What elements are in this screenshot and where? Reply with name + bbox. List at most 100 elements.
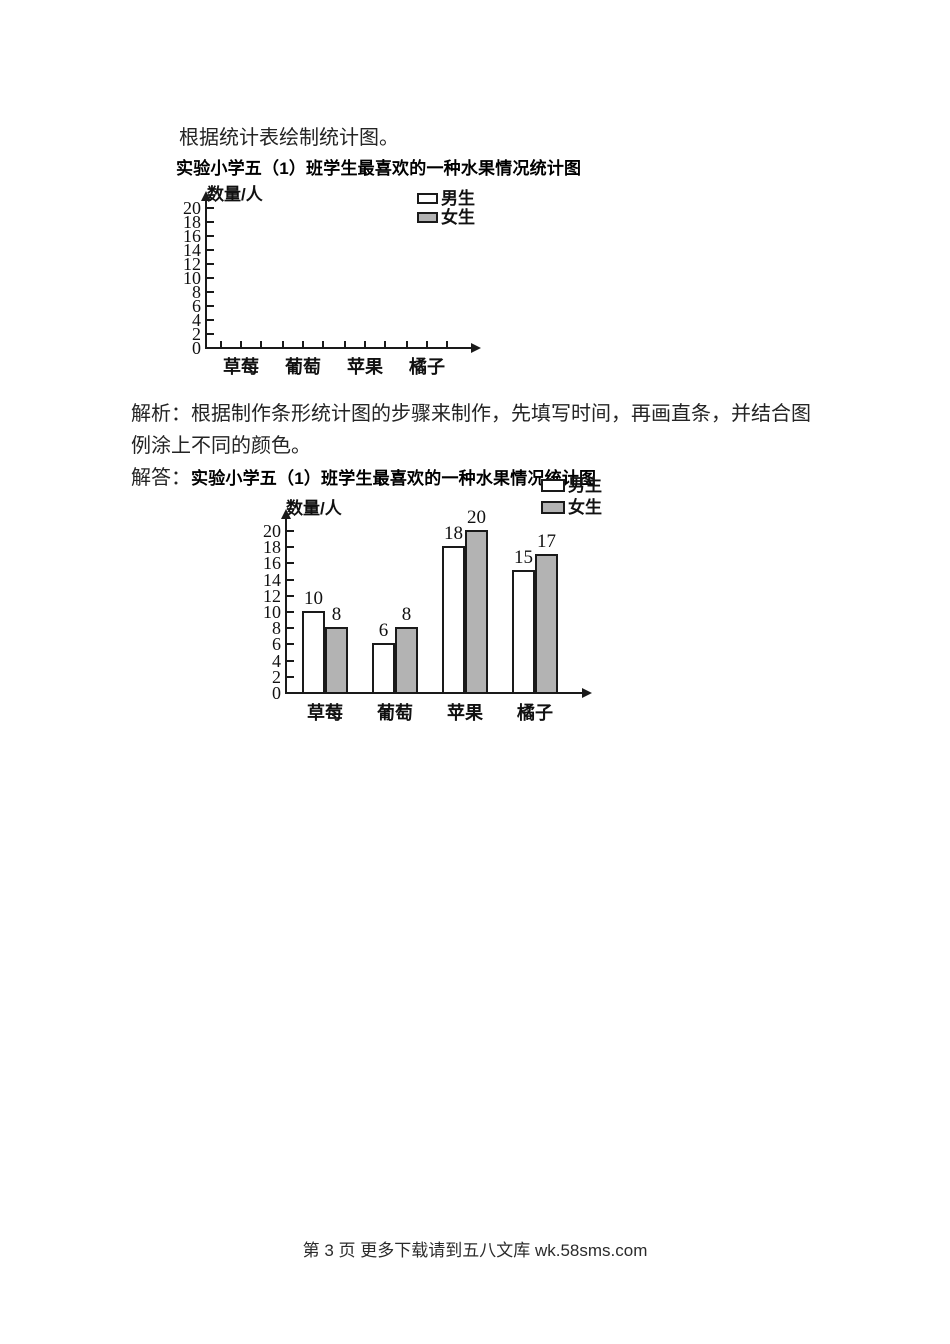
bar-male bbox=[302, 611, 325, 694]
category-label: 苹果 bbox=[347, 357, 383, 377]
y-tick-label: 20 bbox=[183, 198, 201, 218]
y-tick bbox=[207, 249, 214, 251]
answer-line: 解答：实验小学五（1）班学生最喜欢的一种水果情况统计图 bbox=[131, 461, 596, 490]
x-axis bbox=[285, 692, 584, 694]
instruction-text: 根据统计表绘制统计图。 bbox=[179, 127, 399, 149]
y-tick bbox=[287, 562, 294, 564]
x-tick bbox=[446, 341, 448, 347]
y-tick-label: 18 bbox=[263, 537, 281, 557]
y-tick-label: 16 bbox=[263, 553, 281, 573]
y-tick bbox=[287, 595, 294, 597]
bar-value-label: 10 bbox=[304, 588, 323, 609]
y-tick-label: 20 bbox=[263, 521, 281, 541]
female-swatch-icon bbox=[541, 501, 565, 514]
y-tick bbox=[207, 333, 214, 335]
category-label: 草莓 bbox=[223, 357, 259, 377]
filled-bar-chart: 数量/人 0 2 4 6 8 10 12 14 16 18 20 草莓 葡萄 苹果 橘子 10 6 18 15 8 8 20… bbox=[255, 470, 635, 735]
x-tick bbox=[240, 341, 242, 347]
x-tick bbox=[322, 341, 324, 347]
x-tick bbox=[282, 341, 284, 347]
chart1-title: 实验小学五（1）班学生最喜欢的一种水果情况统计图 bbox=[176, 159, 582, 178]
bar-female bbox=[535, 554, 558, 694]
y-axis bbox=[285, 518, 287, 694]
y-tick-label: 18 bbox=[183, 212, 201, 232]
y-tick bbox=[207, 347, 214, 349]
y-tick bbox=[287, 627, 294, 629]
y-tick-label: 2 bbox=[272, 667, 281, 687]
answer-label: 解答： bbox=[131, 467, 191, 489]
x-tick bbox=[406, 341, 408, 347]
chart-legend: 男生 女生 bbox=[417, 190, 475, 228]
x-tick bbox=[260, 341, 262, 347]
y-tick-label: 6 bbox=[192, 296, 201, 316]
category-label: 橘子 bbox=[517, 703, 553, 723]
category-label: 葡萄 bbox=[377, 703, 413, 723]
y-axis bbox=[205, 200, 207, 349]
y-tick bbox=[207, 235, 214, 237]
y-tick bbox=[207, 319, 214, 321]
y-tick-label: 12 bbox=[263, 586, 281, 606]
y-tick-label: 10 bbox=[183, 268, 201, 288]
y-tick-label: 4 bbox=[192, 310, 201, 330]
bar-value-label: 20 bbox=[467, 507, 486, 528]
legend-label: 女生 bbox=[568, 498, 602, 517]
bar-female bbox=[395, 627, 418, 694]
x-tick bbox=[220, 341, 222, 347]
bar-male bbox=[512, 570, 535, 694]
page-footer: 第 3 页 更多下载请到五八文库 wk.58sms.com bbox=[302, 1241, 648, 1260]
chart2-title: 实验小学五（1）班学生最喜欢的一种水果情况统计图 bbox=[191, 469, 597, 488]
legend-row-female: 女生 bbox=[417, 209, 475, 226]
y-tick bbox=[207, 221, 214, 223]
y-tick bbox=[287, 546, 294, 548]
bar-male bbox=[442, 546, 465, 694]
male-swatch-icon bbox=[417, 193, 438, 204]
bar-value-label: 8 bbox=[401, 604, 412, 625]
y-tick bbox=[207, 263, 214, 265]
y-tick-label: 8 bbox=[192, 282, 201, 302]
y-tick bbox=[207, 305, 214, 307]
bar-value-label: 15 bbox=[514, 547, 533, 568]
y-tick-label: 12 bbox=[183, 254, 201, 274]
bar-female bbox=[465, 530, 488, 694]
x-tick bbox=[364, 341, 366, 347]
y-tick bbox=[207, 207, 214, 209]
y-tick bbox=[287, 530, 294, 532]
x-tick bbox=[384, 341, 386, 347]
x-axis bbox=[205, 347, 473, 349]
y-tick bbox=[287, 692, 294, 694]
legend-label: 男生 bbox=[441, 189, 475, 208]
category-label: 苹果 bbox=[447, 703, 483, 723]
y-tick-label: 0 bbox=[272, 683, 281, 703]
y-tick bbox=[207, 291, 214, 293]
bar-value-label: 8 bbox=[331, 604, 342, 625]
y-tick-label: 10 bbox=[263, 602, 281, 622]
male-swatch-icon bbox=[541, 479, 565, 492]
x-tick bbox=[344, 341, 346, 347]
x-axis-arrowhead bbox=[471, 343, 481, 353]
bar-value-label: 6 bbox=[378, 620, 389, 641]
y-tick-label: 16 bbox=[183, 226, 201, 246]
y-tick bbox=[287, 643, 294, 645]
chart-legend: 男生 女生 bbox=[541, 477, 602, 521]
category-label: 橘子 bbox=[409, 357, 445, 377]
legend-label: 男生 bbox=[568, 476, 602, 495]
y-tick-label: 14 bbox=[263, 570, 281, 590]
female-swatch-icon bbox=[417, 212, 438, 223]
legend-label: 女生 bbox=[441, 208, 475, 227]
bar-male bbox=[372, 643, 395, 694]
y-tick bbox=[207, 277, 214, 279]
y-tick bbox=[287, 660, 294, 662]
legend-row-male: 男生 bbox=[541, 477, 602, 494]
x-tick bbox=[302, 341, 304, 347]
y-tick-label: 0 bbox=[192, 338, 201, 358]
y-tick bbox=[287, 611, 294, 613]
y-tick bbox=[287, 579, 294, 581]
y-tick-label: 2 bbox=[192, 324, 201, 344]
y-tick-label: 6 bbox=[272, 634, 281, 654]
y-axis-arrowhead bbox=[281, 509, 291, 519]
category-label: 葡萄 bbox=[285, 357, 321, 377]
y-axis-label: 数量/人 bbox=[286, 499, 342, 518]
y-axis-label: 数量/人 bbox=[207, 185, 263, 204]
x-tick bbox=[426, 341, 428, 347]
